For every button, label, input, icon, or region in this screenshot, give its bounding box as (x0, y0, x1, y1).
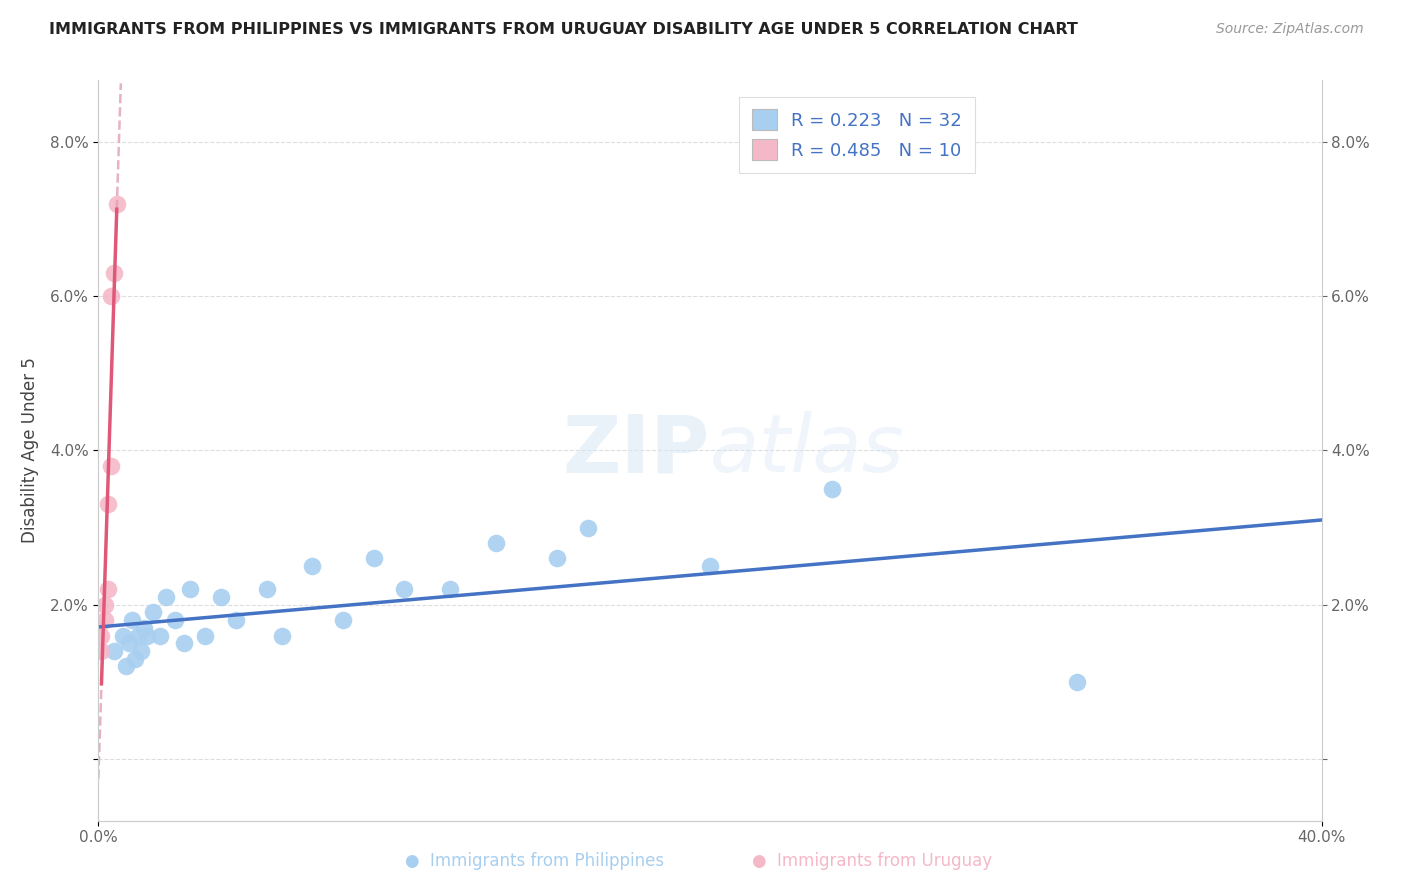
Point (155, 590, 177, 604)
Point (163, 613, 186, 627)
Point (97, 582, 120, 597)
Point (103, 644, 125, 658)
Point (225, 613, 247, 627)
Point (127, 628, 149, 642)
Point (363, 551, 385, 566)
Point (576, 520, 599, 534)
Point (439, 582, 461, 597)
Text: IMMIGRANTS FROM PHILIPPINES VS IMMIGRANTS FROM URUGUAY DISABILITY AGE UNDER 5 CO: IMMIGRANTS FROM PHILIPPINES VS IMMIGRANT… (49, 22, 1078, 37)
Point (100, 458, 122, 473)
Point (1066, 674, 1088, 689)
Point (149, 628, 172, 642)
Point (332, 613, 354, 627)
Y-axis label: Disability Age Under 5: Disability Age Under 5 (21, 358, 39, 543)
Text: Source: ZipAtlas.com: Source: ZipAtlas.com (1216, 22, 1364, 37)
Point (97, 498, 120, 512)
Point (209, 590, 232, 604)
Point (115, 659, 138, 673)
Text: ●  Immigrants from Uruguay: ● Immigrants from Uruguay (752, 852, 991, 870)
Text: ZIP: ZIP (562, 411, 710, 490)
Point (100, 289, 122, 303)
Point (392, 582, 416, 597)
Point (485, 536, 508, 550)
Legend: R = 0.223   N = 32, R = 0.485   N = 10: R = 0.223 N = 32, R = 0.485 N = 10 (740, 96, 974, 173)
Point (105, 196, 128, 211)
Text: atlas: atlas (710, 411, 905, 490)
Point (90, 628, 112, 642)
Point (111, 628, 134, 642)
Point (270, 628, 292, 642)
Point (121, 613, 143, 627)
Point (142, 606, 165, 620)
Point (118, 636, 141, 650)
Point (179, 582, 201, 597)
Point (90, 644, 112, 658)
Point (124, 651, 146, 665)
Point (194, 628, 217, 642)
Point (821, 482, 844, 496)
Point (546, 551, 568, 566)
Point (699, 559, 721, 574)
Point (93, 598, 115, 612)
Point (134, 621, 156, 635)
Point (173, 636, 195, 650)
Point (301, 559, 323, 574)
Point (136, 628, 159, 642)
Point (129, 644, 152, 658)
Point (93, 613, 115, 627)
Point (256, 582, 278, 597)
Text: ●  Immigrants from Philippines: ● Immigrants from Philippines (405, 852, 664, 870)
Point (103, 266, 125, 280)
